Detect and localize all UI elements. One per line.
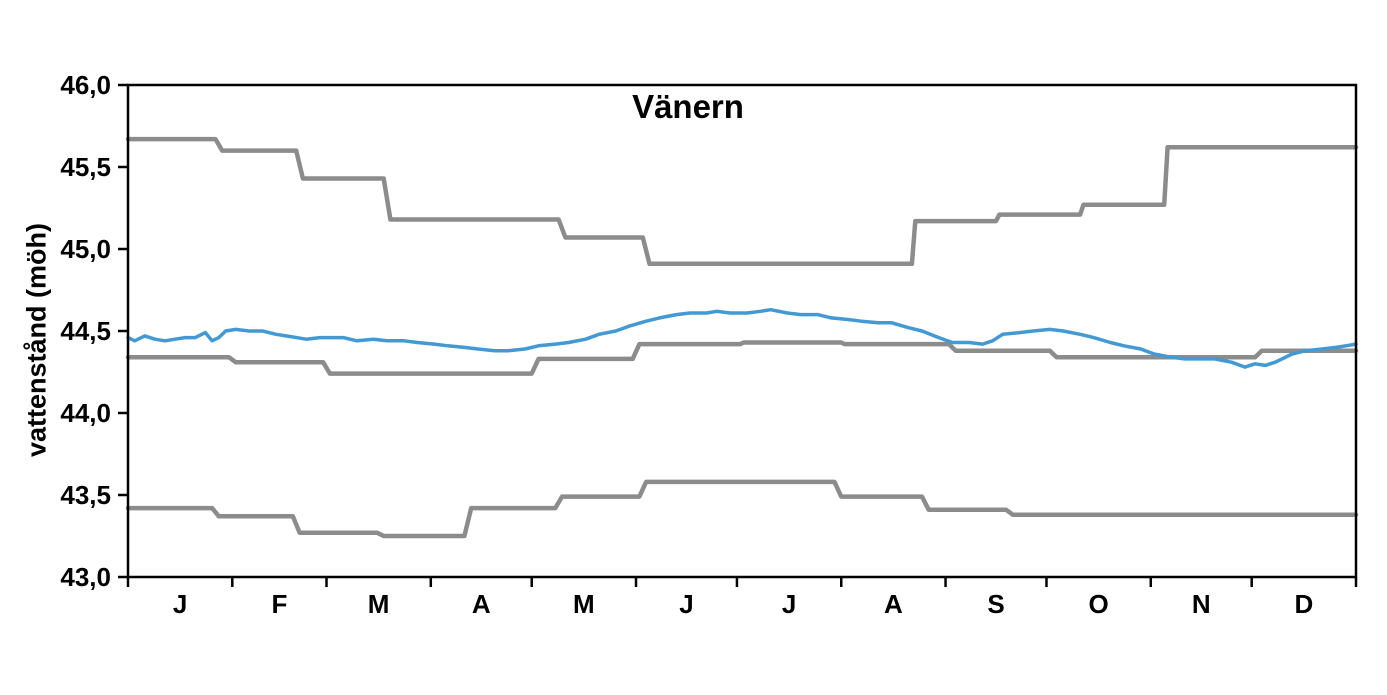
month-label: O bbox=[1089, 589, 1109, 619]
month-label: M bbox=[368, 589, 390, 619]
y-tick-label: 43,0 bbox=[60, 562, 111, 592]
y-tick-label: 43,5 bbox=[60, 480, 111, 510]
chart-title: Vänern bbox=[632, 88, 744, 125]
month-label: F bbox=[271, 589, 287, 619]
month-label: J bbox=[679, 589, 693, 619]
month-label: A bbox=[884, 589, 903, 619]
month-label: N bbox=[1192, 589, 1211, 619]
y-tick-label: 46,0 bbox=[60, 70, 111, 100]
y-tick-label: 44,5 bbox=[60, 316, 111, 346]
y-axis-label: vattenstånd (möh) bbox=[21, 222, 52, 458]
y-tick-label: 44,0 bbox=[60, 398, 111, 428]
month-label: A bbox=[472, 589, 491, 619]
y-tick-label: 45,0 bbox=[60, 234, 111, 264]
upper-limit-step-line bbox=[125, 136, 1359, 267]
y-tick-label: 45,5 bbox=[60, 152, 111, 182]
month-label: S bbox=[987, 589, 1004, 619]
lower-limit-step-line bbox=[125, 479, 1359, 539]
month-label: J bbox=[782, 589, 796, 619]
middle-mean-step-line bbox=[125, 340, 1359, 376]
month-label: M bbox=[573, 589, 595, 619]
month-label: J bbox=[173, 589, 187, 619]
month-label: D bbox=[1294, 589, 1313, 619]
plot-frame bbox=[126, 83, 1358, 579]
water-level-line bbox=[126, 307, 1358, 369]
